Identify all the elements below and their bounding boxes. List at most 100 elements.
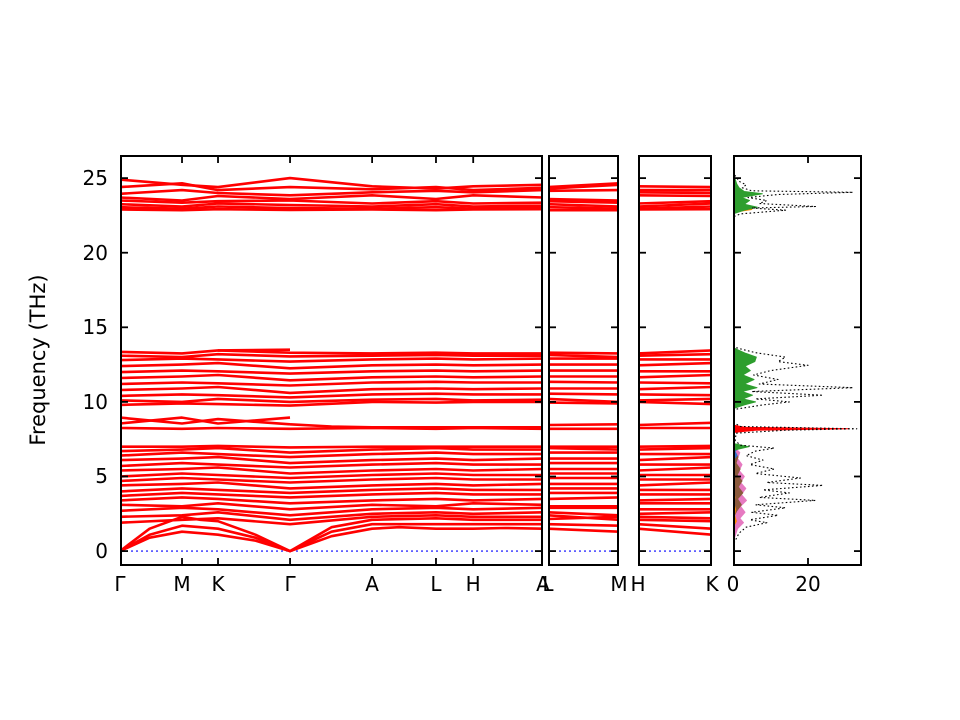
plot-canvas (638, 155, 712, 566)
phonon-band (120, 522, 543, 553)
x-tick-label: M (173, 572, 191, 596)
x-tick-label: H (465, 572, 481, 596)
phonon-band (638, 397, 712, 402)
phonon-band (120, 510, 543, 522)
phonon-band (548, 183, 619, 190)
phonon-band (120, 207, 543, 212)
phonon-band (120, 373, 543, 382)
x-tick-label: 20 (795, 572, 821, 596)
phonon-band (120, 397, 543, 404)
phonon-band (120, 380, 543, 387)
phonon-band (548, 182, 619, 189)
phonon-band (638, 518, 712, 523)
phonon-band (120, 513, 543, 526)
axes-frame (548, 155, 619, 566)
phonon-band (120, 501, 543, 511)
pdos-green (733, 176, 763, 451)
phonon-band (120, 369, 543, 375)
phonon-band (638, 393, 712, 397)
x-tick-label: M (610, 572, 628, 596)
phonon-band (120, 446, 543, 454)
plot-canvas (120, 155, 543, 566)
phonon-band (120, 481, 543, 490)
x-tick-label: Γ (284, 572, 296, 596)
phonon-band (638, 522, 712, 530)
phonon-band (120, 392, 543, 399)
phonon-band (548, 205, 619, 210)
band-panel-h-k (638, 155, 712, 566)
phonon-band (548, 423, 619, 427)
phonon-band (120, 193, 543, 202)
y-tick-label: 5 (95, 464, 108, 489)
phonon-band (638, 455, 712, 462)
phonon-band (120, 199, 543, 205)
phonon-band (120, 188, 543, 197)
phonon-band (638, 361, 712, 367)
axes-frame (120, 155, 543, 566)
phonon-band (638, 349, 712, 355)
phonon-band (638, 481, 712, 487)
phonon-band (548, 527, 619, 533)
phonon-band (120, 461, 543, 469)
phonon-band (120, 451, 543, 459)
phonon-band (289, 423, 543, 429)
x-tick-label: H (630, 572, 646, 596)
band-panel-main (120, 155, 543, 566)
phonon-band (548, 199, 619, 204)
phonon-band (548, 188, 619, 193)
x-tick-label: A (536, 572, 550, 596)
pdos-red (733, 424, 850, 433)
phonon-band (638, 515, 712, 520)
phonon-band (120, 352, 543, 359)
phonon-band (548, 380, 619, 384)
phonon-band (548, 353, 619, 359)
phonon-band (548, 202, 619, 208)
x-tick-label: K (705, 572, 719, 596)
phonon-band (548, 522, 619, 527)
dos-panel (733, 155, 862, 566)
phonon-band (638, 511, 712, 516)
phonon-band (120, 525, 543, 553)
phonon-band (120, 385, 543, 395)
phonon-band (638, 202, 712, 208)
x-tick-label: A (365, 572, 379, 596)
phonon-band (638, 381, 712, 385)
phonon-band (120, 357, 543, 363)
phonon-band (548, 511, 619, 517)
phonon-band (548, 392, 619, 396)
phonon-band (638, 497, 712, 502)
axes-frame (733, 155, 862, 566)
phonon-band (120, 476, 543, 484)
phonon-band (548, 397, 619, 404)
phonon-band (120, 455, 543, 465)
y-tick-label: 15 (82, 315, 108, 340)
phonon-band (120, 400, 543, 407)
phonon-band (120, 349, 543, 355)
x-tick-label: L (430, 572, 442, 596)
phonon-band (120, 506, 543, 517)
total-dos (733, 173, 858, 552)
phonon-band (638, 352, 712, 357)
phonon-band (638, 385, 712, 391)
phonon-band (638, 466, 712, 472)
phonon-band (120, 472, 543, 480)
phonon-band (638, 185, 712, 189)
phonon-band (638, 527, 712, 536)
phonon-band (120, 515, 543, 553)
phonon-band (120, 202, 543, 208)
phonon-band (120, 491, 543, 499)
phonon-band (548, 351, 619, 355)
phonon-band (548, 197, 619, 202)
phonon-band (638, 444, 712, 448)
x-tick-label: K (211, 572, 225, 596)
phonon-band (120, 444, 543, 449)
phonon-band (120, 487, 543, 495)
y-tick-label: 10 (82, 389, 108, 414)
plot-canvas (548, 155, 619, 566)
phonon-band (638, 191, 712, 195)
phonon-band (548, 446, 619, 451)
band-panel-l-m (548, 155, 619, 566)
phonon-band (120, 181, 543, 192)
x-tick-label: L (542, 572, 554, 596)
